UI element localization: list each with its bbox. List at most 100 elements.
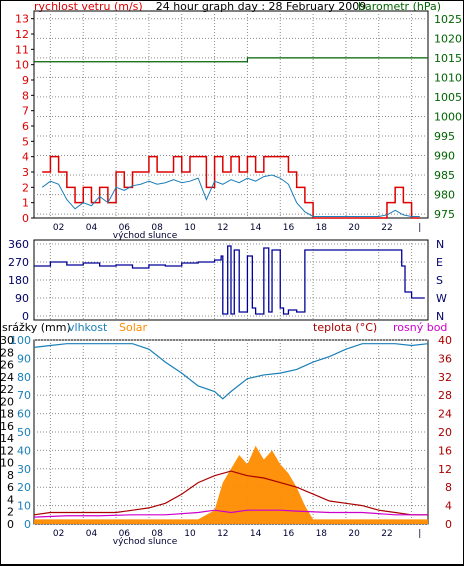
wind-x-tick: 22 [381,223,392,233]
humidity-axis-tick: 80 [17,371,31,384]
legend-solar: Solar [119,321,148,334]
srazky-axis-tick: 12 [0,444,14,457]
pressure-axis-tick: 1000 [434,110,462,123]
legend-humidity: vlhkost [68,321,108,334]
wind-x-tick: 04 [86,223,98,233]
wind-max-series [42,155,420,219]
wind-x-tick: 12 [217,223,228,233]
pressure-axis-tick: 1005 [434,91,462,104]
srazky-axis-tick: 16 [0,420,14,433]
legend-srazky: srážky (mm) [2,321,71,334]
direction-compass-tick: W [436,292,447,305]
humidity-axis-tick: 40 [17,444,31,457]
direction-axis-tick: 270 [8,256,29,269]
srazky-axis-tick: 8 [7,469,14,482]
pressure-axis-tick: 990 [434,150,455,163]
humidity-axis-tick: 50 [17,426,31,439]
temp-axis-tick: 20 [438,426,452,439]
wind-axis-tick: 8 [22,89,29,102]
wind-axis-tick: 10 [15,59,29,72]
temp-x-tick: 22 [381,529,392,539]
solar-area [34,445,428,524]
sunrise-label-bottom: východ slunce [113,537,178,547]
legend-temp: teplota (°C) [313,321,377,334]
temp-axis-tick: 12 [438,463,452,476]
direction-compass-tick: N [436,310,444,323]
srazky-axis-tick: 14 [0,432,14,445]
humidity-axis-tick: 20 [17,481,31,494]
srazky-axis-tick: 20 [0,395,14,408]
temp-x-tick: 04 [86,529,98,539]
humidity-series [33,343,429,400]
direction-compass-tick: N [436,238,444,251]
srazky-axis-tick: 26 [0,359,14,372]
temp-axis-tick: 32 [438,371,452,384]
pressure-axis-tick: 985 [434,169,455,182]
srazky-axis-tick: 4 [7,493,14,506]
srazky-axis-tick: 10 [0,457,14,470]
temp-axis-tick: 28 [438,389,452,402]
humidity-axis-tick: 60 [17,408,31,421]
wind-axis-tick: 12 [15,28,29,41]
legend-dewpoint: rosný bod [393,321,447,334]
wind-x-tick: 20 [348,223,360,233]
pressure-axis-tick: 975 [434,208,455,221]
pressure-axis-tick: 1025 [434,13,462,26]
right-axis-label: barometr (hPa) [358,0,441,13]
srazky-axis-tick: 2 [7,506,14,519]
wind-panel-frame [33,10,429,219]
wind-x-tick: 14 [250,223,262,233]
srazky-axis-tick: 28 [0,346,14,359]
direction-compass-tick: S [436,274,443,287]
temp-x-tick: 18 [316,529,328,539]
sunrise-label-top: východ slunce [113,231,178,241]
temp-axis-tick: 8 [445,481,452,494]
temp-x-tick: 16 [283,529,295,539]
temp-x-tick: 14 [250,529,262,539]
wind-x-tick: 16 [283,223,295,233]
wind-axis-tick: 11 [15,43,29,56]
pressure-axis-tick: 1010 [434,71,462,84]
direction-axis-tick: 360 [8,238,29,251]
wind-x-tick: 06 [119,223,131,233]
temp-series [33,470,428,516]
pressure-axis-tick: 1015 [434,52,462,65]
srazky-axis-tick: 30 [0,334,14,347]
humidity-axis-tick: 90 [17,352,31,365]
pressure-axis-tick: 980 [434,189,455,202]
dewpoint-series [33,509,428,518]
wind-axis-tick: 4 [22,151,29,164]
pressure-axis-tick: 995 [434,130,455,143]
wind-axis-tick: 9 [22,74,29,87]
direction-axis-tick: 0 [22,310,29,323]
direction-compass-tick: E [436,256,443,269]
temp-x-tick: 10 [184,529,196,539]
wind-axis-tick: 13 [15,13,29,26]
srazky-axis-tick: 24 [0,371,14,384]
temp-x-tick: 02 [53,529,64,539]
wind-axis-tick: 5 [22,135,29,148]
wind-x-tick: 10 [184,223,196,233]
temp-axis-tick: 24 [438,408,452,421]
pressure-series [34,57,428,63]
wind-x-tick: 02 [53,223,64,233]
srazky-axis-tick: 18 [0,408,14,421]
temp-x-tick: 12 [217,529,228,539]
temp-x-tick: 08 [151,529,163,539]
wind-axis-tick: 7 [22,105,29,118]
wind-axis-tick: 3 [22,166,29,179]
srazky-axis-tick: 22 [0,383,14,396]
temp-axis-tick: 36 [438,352,452,365]
temp-x-tick: | [418,529,421,539]
temp-axis-tick: 40 [438,334,452,347]
pressure-axis-tick: 1020 [434,32,462,45]
temp-x-tick: 20 [348,529,360,539]
humidity-axis-tick: 30 [17,463,31,476]
srazky-axis-tick: 0 [7,518,14,531]
wind-axis-tick: 1 [22,197,29,210]
wind-axis-tick: 2 [22,181,29,194]
temp-axis-tick: 16 [438,444,452,457]
humidity-axis-tick: 100 [10,334,31,347]
direction-axis-tick: 180 [8,274,29,287]
